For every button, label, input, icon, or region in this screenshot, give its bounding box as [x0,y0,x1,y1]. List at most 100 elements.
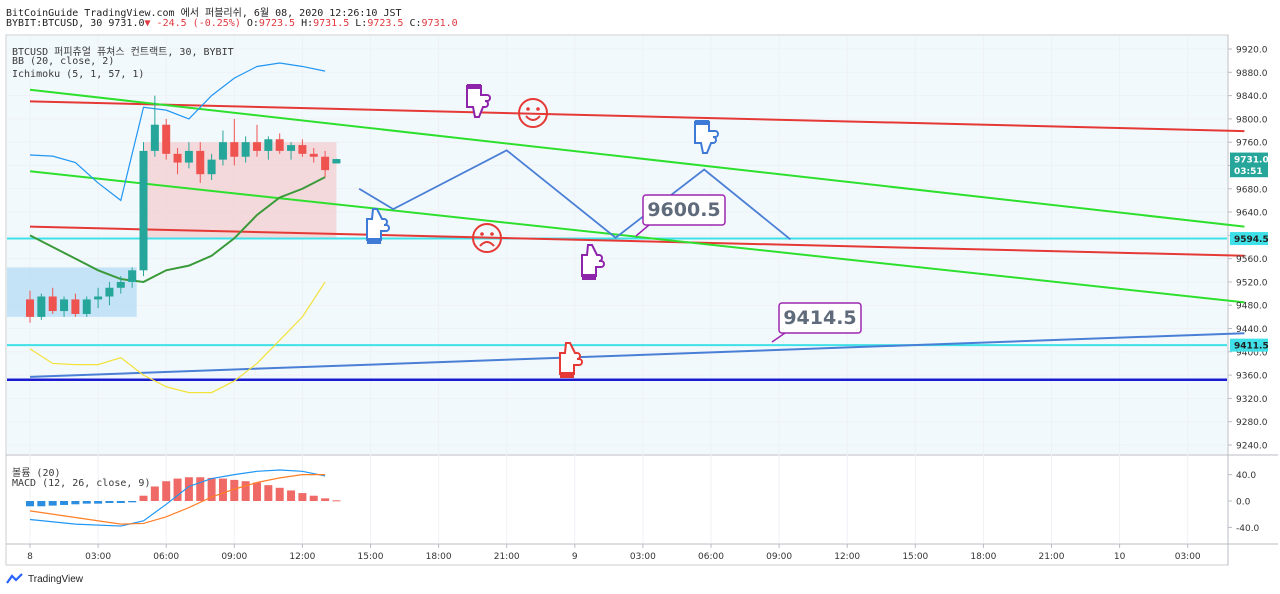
candle-body [60,299,69,312]
candle-body [48,296,57,312]
emoji-markers [366,84,719,378]
candle-body [196,150,205,175]
price-tick-label: 9640.0 [1236,209,1268,219]
time-tick-label: 03:00 [85,552,111,562]
price-tick-label: 9400.0 [1236,348,1268,358]
price-tick-label: 9480.0 [1236,302,1268,312]
pointing-hand-blue-down-icon [366,208,390,244]
time-tick-label: 09:00 [221,552,247,562]
macd-line [29,469,326,527]
trendline-blue-rising [29,332,1245,378]
pointing-hand-purple-down-icon [581,244,605,280]
candles [26,95,341,323]
price-tick-label: 9320.0 [1236,395,1268,405]
high-value: 9731.5 [313,18,350,29]
trendline-green-lower [29,170,1245,304]
price-tick-label: 9880.0 [1236,69,1268,79]
happy-face-icon [518,98,548,128]
time-tick-label: 12:00 [289,552,315,562]
sad-face-icon [472,223,502,253]
time-tick-label: 18:00 [970,552,996,562]
macd-histogram-bar [241,481,250,501]
candle-body [253,142,261,151]
chart-background [7,36,1227,454]
footer-brand-label: TradingView [28,573,84,585]
macd-histogram-bar [298,493,307,501]
price-label-text: 9411.5 [1234,342,1269,352]
time-tick-label: 21:00 [494,552,520,562]
macd-histogram-bar [230,479,239,501]
candle-body [26,299,34,317]
down-arrow-icon: ▼ [144,18,151,29]
annotations: 9600.5 9414.5 [635,194,862,343]
ohlc-header: BYBIT:BTCUSD, 30 9731.0▼ -24.5 (-0.25%) … [6,18,458,29]
candle-body [82,299,91,314]
price-change: -24.5 (-0.25%) [156,18,241,29]
tradingview-logo-icon [6,573,23,584]
candle-body [321,156,330,171]
macd-histogram-bar [196,477,205,501]
time-axis: 8 03:00 06:00 09:00 12:00 15:00 18:00 21:00 9 03:… [27,544,1201,562]
macd-histogram-bar [309,495,318,501]
high-label: H: [301,18,314,29]
price-tick-label: 9520.0 [1236,278,1268,288]
macd-tick-label: 40.0 [1236,471,1256,481]
footer-brand[interactable]: TradingView [6,573,83,585]
legend-ichimoku[interactable]: Ichimoku (5, 1, 57, 1) [12,69,145,80]
trendline-red-lower [29,225,1245,257]
candle-body [332,159,341,164]
candle-body [298,145,307,154]
candle-body [241,142,250,157]
price-label-badge [1230,164,1268,178]
macd-histogram-bar [184,477,193,501]
legend-volume[interactable]: 볼륨 (20) [12,468,61,479]
price-tick-label: 9920.0 [1236,46,1268,56]
price-tick-label: 9280.0 [1236,418,1268,428]
macd-histogram-bar [48,501,57,506]
time-tick-label: 15:00 [902,552,928,562]
time-tick-label: 9 [572,552,578,562]
legend-bb[interactable]: BB (20, close, 2) [12,56,115,67]
macd-pane [26,469,341,527]
candle-body [309,153,318,157]
macd-histogram-bar [71,501,80,505]
price-tick-label: 9240.0 [1236,442,1268,452]
candle-body [37,296,46,317]
trendline-red-upper [29,100,1245,133]
indicators [29,62,326,394]
price-tick-label: 9840.0 [1236,92,1268,102]
macd-histogram-bar [94,501,103,504]
macd-signal-line [29,474,326,525]
macd-histogram-bar [37,501,46,507]
price-label-text: 03:51 [1234,167,1263,177]
macd-histogram-bar [332,500,341,502]
macd-tick-label: 0.0 [1236,498,1251,508]
macd-histogram-bar [105,501,114,503]
macd-histogram-bar [218,478,227,501]
bb-lower-line [29,281,326,394]
pointing-hand-purple-icon [466,84,491,118]
time-tick-label: 09:00 [766,552,792,562]
candle-body [105,287,114,297]
price-tick-label: 9440.0 [1236,325,1268,335]
macd-histogram-bar [26,501,34,507]
macd-histogram-bar [287,490,296,501]
candle-body [173,153,182,163]
candle-body [139,150,148,271]
annotation-pointer [635,224,650,237]
legend-title[interactable]: BTCUSD 퍼피츄얼 퓨쳐스 컨트랙트, 30, BYBIT [12,47,234,58]
time-tick-label: 03:00 [630,552,656,562]
price-label-badge [1230,232,1268,246]
macd-histogram-bar [207,477,216,501]
candle-body [218,142,227,160]
annotation-box [642,194,726,226]
price-tick-label: 9360.0 [1236,372,1268,382]
price-axis: 9920.09880.09840.09800.09760.09720.09680… [1228,46,1269,534]
legend-macd[interactable]: MACD (12, 26, close, 9) [12,478,151,489]
drawing-lines [7,88,1245,382]
price-tick-label: 9680.0 [1236,185,1268,195]
candle-body [230,142,239,157]
macd-histogram-bar [139,495,148,501]
candle-body [275,139,284,151]
